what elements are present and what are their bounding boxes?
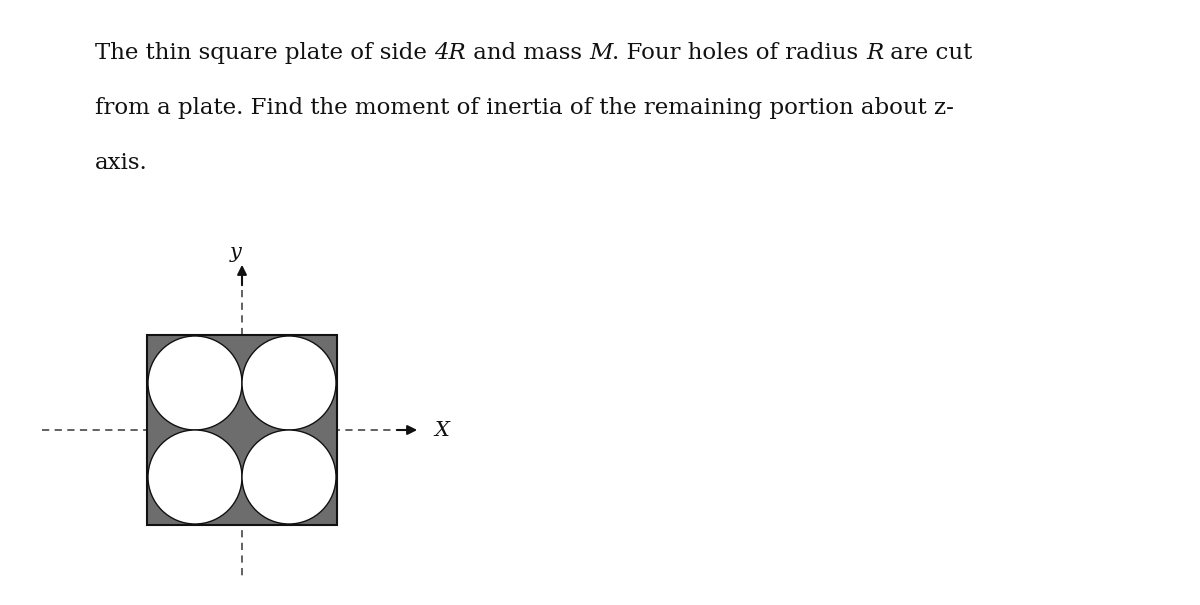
Text: from a plate. Find the moment of inertia of the remaining portion about z-: from a plate. Find the moment of inertia…: [95, 97, 954, 119]
Text: 4R: 4R: [434, 42, 466, 64]
Circle shape: [242, 430, 336, 524]
Text: y: y: [230, 243, 241, 261]
Text: and mass: and mass: [466, 42, 589, 64]
Circle shape: [148, 430, 242, 524]
Text: R: R: [866, 42, 883, 64]
Text: axis.: axis.: [95, 152, 148, 174]
Bar: [148, 335, 337, 525]
Text: The thin square plate of side: The thin square plate of side: [95, 42, 434, 64]
Text: are cut: are cut: [883, 42, 972, 64]
Circle shape: [148, 336, 242, 430]
Text: . Four holes of radius: . Four holes of radius: [612, 42, 866, 64]
Text: X: X: [434, 420, 449, 439]
Text: M: M: [589, 42, 612, 64]
Circle shape: [242, 336, 336, 430]
